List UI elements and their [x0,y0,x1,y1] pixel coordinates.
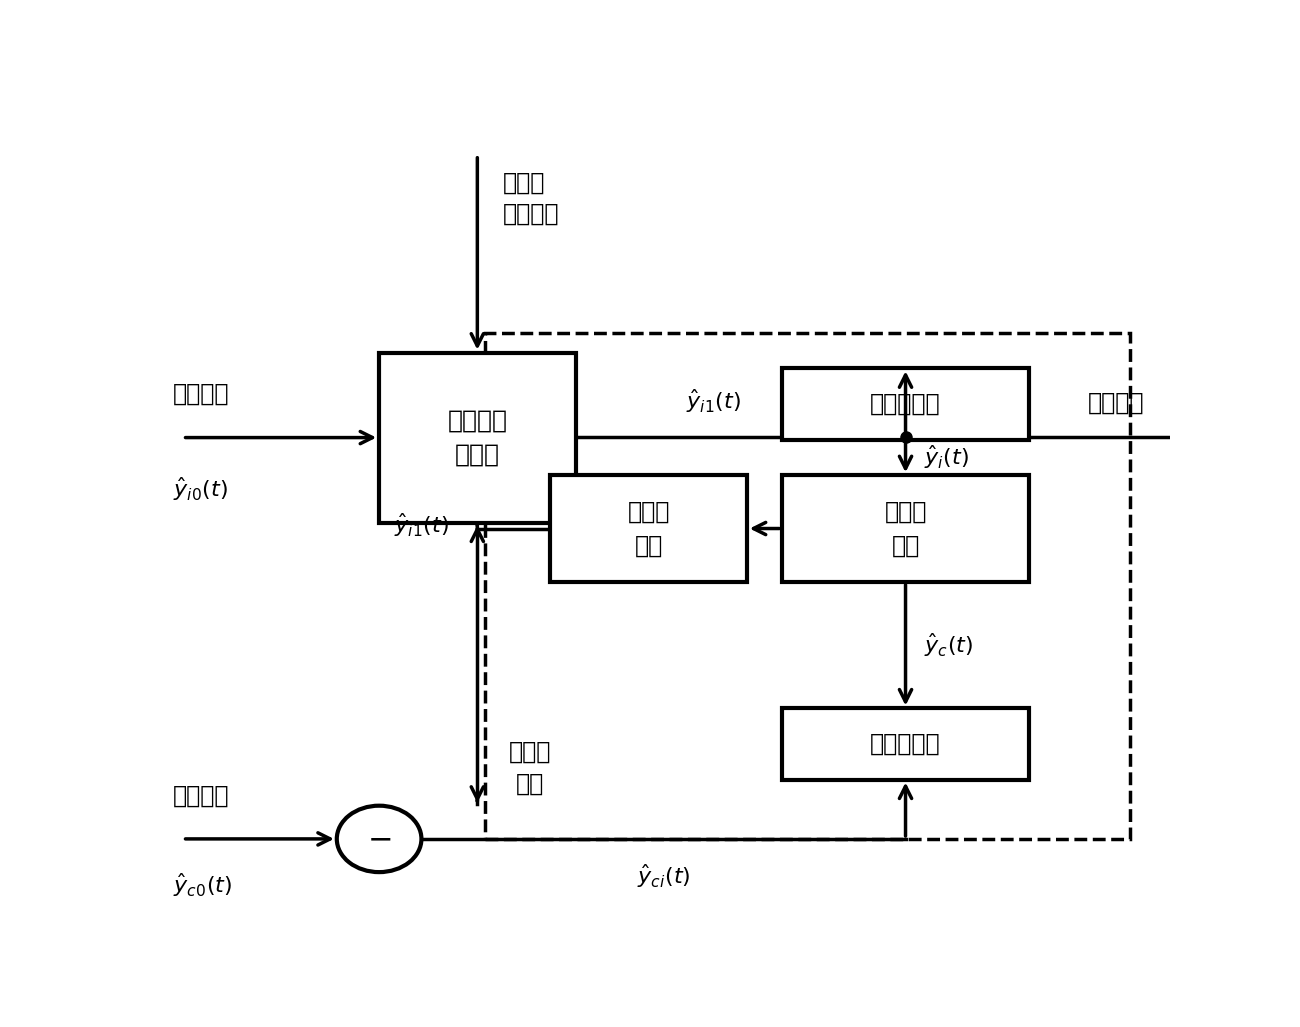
Text: 信号合成: 信号合成 [1088,391,1145,415]
Text: 参考信号: 参考信号 [173,784,229,807]
Text: $-$: $-$ [367,825,391,853]
Text: 时延和相
位调整: 时延和相 位调整 [447,409,507,466]
Text: 时延和
加权幅値: 时延和 加权幅値 [503,170,559,226]
Bar [380,352,576,523]
Text: $\hat{y}_{c}(t)$: $\hat{y}_{c}(t)$ [924,632,972,659]
Text: 相位差
求解: 相位差 求解 [628,500,670,558]
Text: $\hat{y}_{i0}(t)$: $\hat{y}_{i0}(t)$ [173,476,227,503]
Text: 匹配滤波器: 匹配滤波器 [870,392,941,416]
Text: $\hat{y}_{ci}(t)$: $\hat{y}_{ci}(t)$ [637,863,690,890]
Text: 天线信号: 天线信号 [173,382,229,406]
Bar [783,709,1030,779]
Text: 相位差
估计: 相位差 估计 [510,739,551,796]
Text: 循环互
相关: 循环互 相关 [884,500,927,558]
Text: $\hat{y}_{i1}(t)$: $\hat{y}_{i1}(t)$ [394,511,450,539]
Text: $\hat{y}_{i}(t)$: $\hat{y}_{i}(t)$ [924,444,968,471]
Bar [485,333,1130,839]
Text: $\hat{y}_{c0}(t)$: $\hat{y}_{c0}(t)$ [173,871,231,899]
Bar [783,476,1030,582]
Bar [783,369,1030,440]
Bar [550,476,748,582]
Circle shape [337,806,421,872]
Text: $\hat{y}_{i1}(t)$: $\hat{y}_{i1}(t)$ [686,387,741,415]
Text: 匹配滤波器: 匹配滤波器 [870,732,941,756]
